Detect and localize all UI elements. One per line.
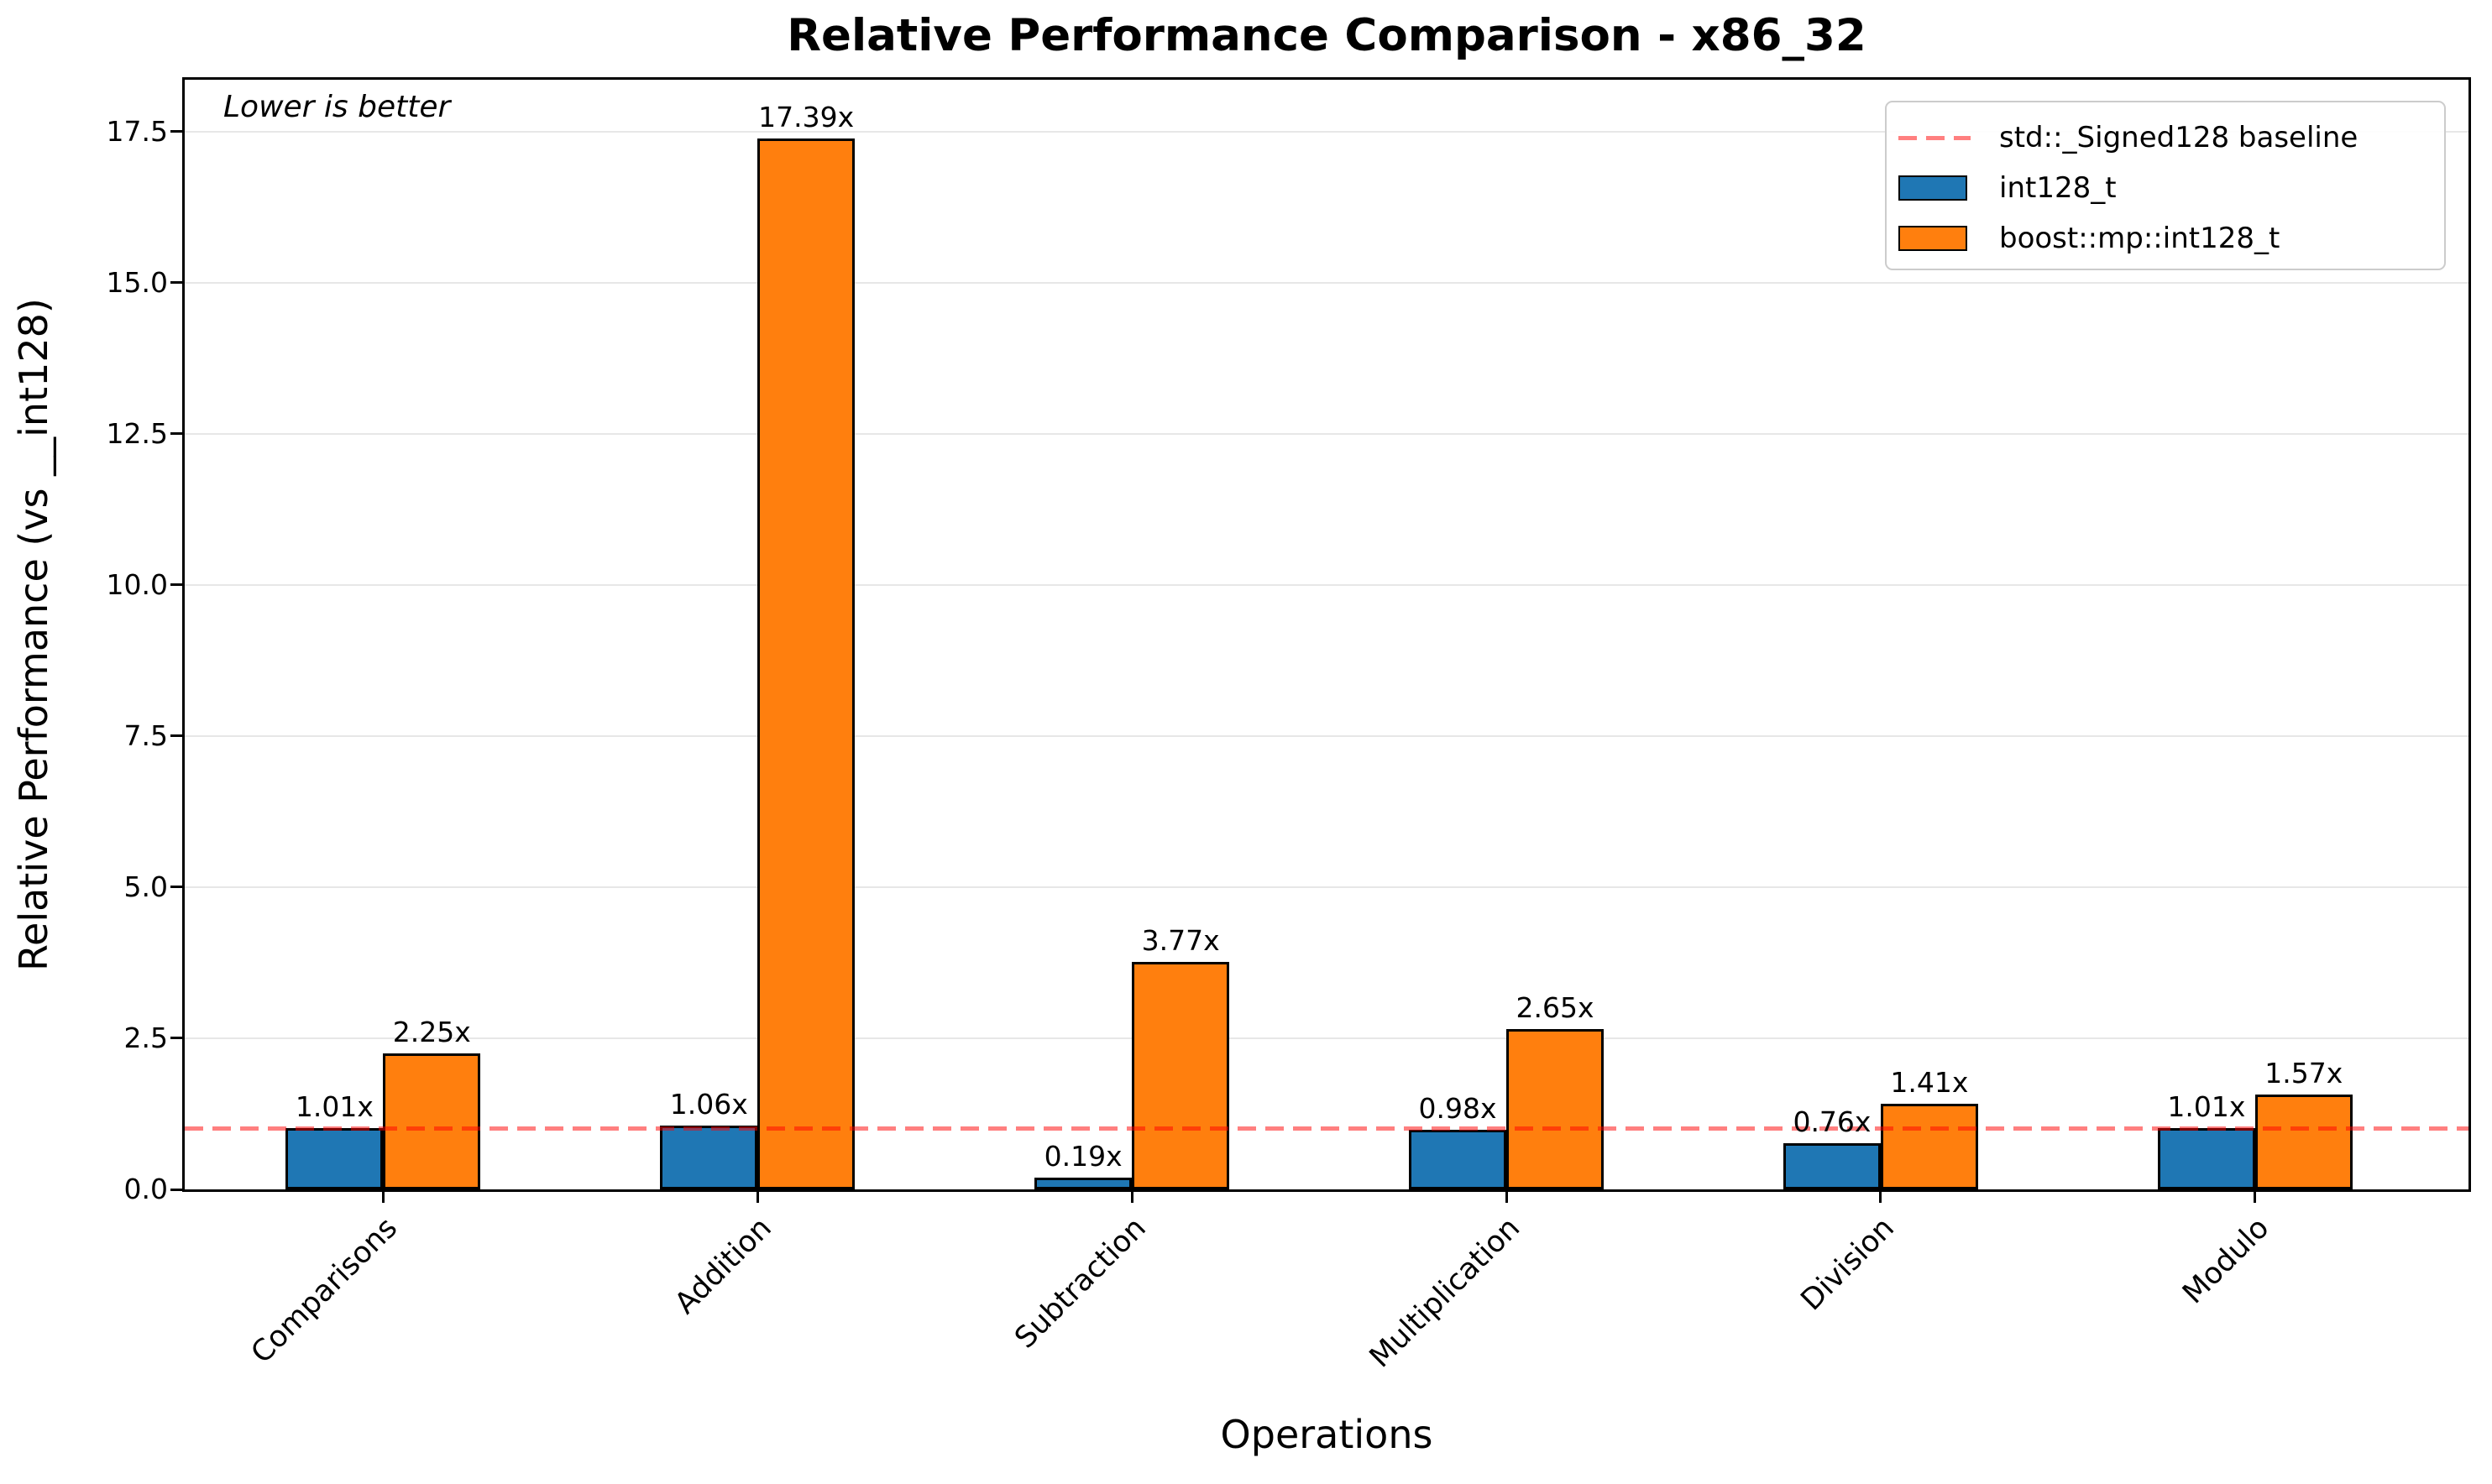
bar-value-label: 1.57x (2264, 1056, 2343, 1089)
bar (660, 1125, 758, 1189)
y-gridline (185, 281, 2468, 284)
x-tick-label: Subtraction (1008, 1211, 1153, 1356)
y-tick-mark (170, 281, 182, 285)
y-tick-label: 15.0 (106, 265, 168, 299)
baseline-dash-icon (1898, 135, 1971, 140)
legend-item-baseline: std::_Signed128 baseline (1898, 112, 2444, 163)
bar-value-label: 17.39x (758, 100, 855, 133)
y-gridline (185, 130, 2468, 133)
y-tick-label: 7.5 (123, 718, 168, 752)
bar (2157, 1128, 2255, 1189)
chart-title: Relative Performance Comparison - x86_32 (787, 10, 1866, 61)
y-tick-label: 5.0 (123, 870, 168, 903)
x-tick-mark (2254, 1192, 2257, 1203)
bar-value-label: 1.01x (295, 1090, 374, 1124)
x-tick-label: Division (1794, 1211, 1902, 1318)
x-tick-mark (1879, 1192, 1882, 1203)
legend-label-baseline: std::_Signed128 baseline (1999, 121, 2358, 154)
y-gridline (185, 886, 2468, 888)
bar (757, 138, 856, 1189)
bar-value-label: 0.19x (1044, 1140, 1123, 1173)
y-tick-label: 10.0 (106, 567, 168, 601)
y-gridline (185, 583, 2468, 586)
x-tick-label: Addition (668, 1211, 778, 1321)
x-tick-mark (756, 1192, 759, 1203)
y-tick-label: 12.5 (106, 416, 168, 450)
y-gridline (185, 734, 2468, 737)
bar (285, 1128, 384, 1189)
bar (1409, 1130, 1507, 1189)
y-tick-mark (170, 130, 182, 133)
bar-value-label: 1.06x (669, 1087, 748, 1121)
series-swatch-icon (1898, 175, 1967, 201)
x-tick-mark (381, 1192, 385, 1203)
legend-label-int128: int128_t (1999, 171, 2117, 205)
bar-value-label: 1.01x (2167, 1090, 2246, 1124)
annotation-lower-is-better: Lower is better (223, 90, 451, 124)
y-tick-mark (170, 1188, 182, 1191)
x-tick-label: Modulo (2175, 1211, 2276, 1311)
x-axis-label: Operations (1220, 1412, 1433, 1457)
y-gridline (185, 432, 2468, 435)
y-tick-label: 0.0 (123, 1173, 168, 1205)
y-tick-mark (170, 1037, 182, 1040)
bar (383, 1053, 481, 1189)
y-gridline (185, 1037, 2468, 1039)
bar-value-label: 2.65x (1516, 991, 1594, 1025)
baseline-line (185, 1126, 2468, 1131)
y-tick-mark (170, 583, 182, 587)
bar-value-label: 0.76x (1793, 1105, 1872, 1139)
y-tick-mark (170, 734, 182, 738)
bar-value-label: 2.25x (392, 1015, 471, 1048)
x-tick-label: Multiplication (1363, 1211, 1527, 1375)
y-tick-mark (170, 886, 182, 889)
bar (1034, 1178, 1133, 1189)
legend-label-boost: boost::mp::int128_t (1999, 222, 2280, 255)
bar (1880, 1104, 1978, 1189)
bar (2254, 1094, 2353, 1189)
bar-value-label: 0.98x (1418, 1092, 1497, 1126)
legend: std::_Signed128 baseline int128_t boost:… (1885, 101, 2446, 270)
bar (1783, 1143, 1881, 1189)
legend-item-int128: int128_t (1898, 163, 2444, 213)
bar-value-label: 1.41x (1890, 1066, 1969, 1100)
bar-value-label: 3.77x (1141, 923, 1220, 957)
legend-item-boost: boost::mp::int128_t (1898, 213, 2444, 264)
x-tick-mark (1130, 1192, 1133, 1203)
series-swatch-icon (1898, 226, 1967, 251)
y-tick-label: 17.5 (106, 114, 168, 148)
bar (1132, 961, 1230, 1189)
x-tick-label: Comparisons (244, 1211, 404, 1371)
bar (1506, 1029, 1604, 1189)
x-tick-mark (1505, 1192, 1508, 1203)
y-tick-mark (170, 432, 182, 436)
y-tick-label: 2.5 (123, 1021, 168, 1054)
